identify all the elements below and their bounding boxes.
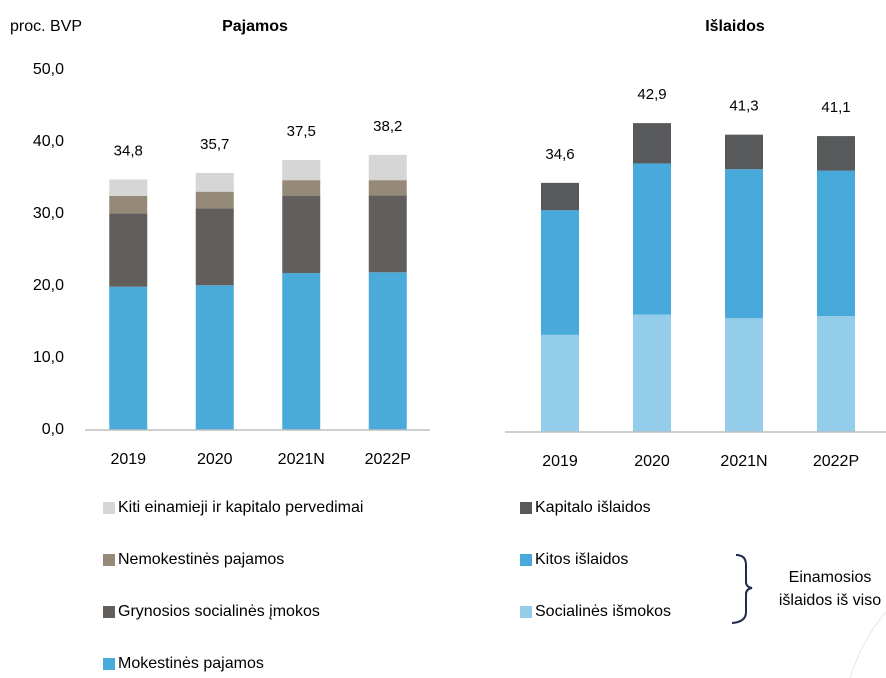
bar-segment: [282, 273, 321, 430]
x-tick-label: 2019: [110, 451, 146, 468]
x-tick-label: 2022P: [813, 453, 859, 470]
y-tick-label: 50,0: [33, 61, 64, 78]
bar-segment: [368, 154, 407, 181]
annotation: Einamosios: [789, 569, 872, 586]
x-tick-label: 2020: [197, 451, 233, 468]
total-label: 41,3: [729, 98, 758, 115]
legend-swatch: [103, 502, 115, 514]
brace: [731, 554, 753, 624]
bar-segment: [725, 318, 763, 432]
y-tick-label: 40,0: [33, 133, 64, 150]
legend-label: Grynosios socialinės įmokos: [118, 603, 320, 620]
bar-segment: [633, 123, 671, 164]
legend-label: Kitos išlaidos: [535, 551, 628, 568]
total-label: 34,8: [114, 142, 143, 159]
bar-segment: [817, 170, 855, 317]
x-tick-label: 2019: [542, 453, 578, 470]
y-tick-label: 0,0: [42, 421, 64, 438]
bar-segment: [195, 172, 234, 192]
bar-segment: [368, 180, 407, 196]
bar-segment: [541, 210, 579, 335]
legend-swatch: [520, 606, 532, 618]
total-label: 41,1: [821, 99, 850, 116]
legend-swatch: [103, 606, 115, 618]
bar-segment: [282, 180, 321, 196]
legend-swatch: [520, 502, 532, 514]
total-label: 42,9: [637, 86, 666, 103]
x-tick-label: 2021N: [720, 453, 767, 470]
legend-label: Mokestinės pajamos: [118, 655, 264, 672]
bar-segment: [195, 208, 234, 286]
bar-segment: [282, 196, 321, 274]
bar-segment: [633, 314, 671, 432]
bar-segment: [282, 160, 321, 181]
bar-segment: [817, 136, 855, 171]
x-tick-label: 2022P: [365, 451, 411, 468]
y-tick-label: 30,0: [33, 205, 64, 222]
bar-segment: [368, 272, 407, 430]
legend-label: Kiti einamieji ir kapitalo pervedimai: [118, 499, 363, 516]
bar-segment: [368, 195, 407, 273]
legend-swatch: [103, 554, 115, 566]
y-axis-label: proc. BVP: [10, 18, 82, 35]
bar-segment: [541, 182, 579, 211]
bar-segment: [725, 134, 763, 170]
total-label: 38,2: [373, 118, 402, 135]
y-tick-label: 20,0: [33, 277, 64, 294]
annotation: išlaidos iš viso: [779, 592, 881, 609]
bar-segment: [109, 286, 148, 430]
chart-title: Pajamos: [222, 18, 288, 35]
y-tick-label: 10,0: [33, 349, 64, 366]
total-label: 34,6: [545, 146, 574, 163]
x-tick-label: 2020: [634, 453, 670, 470]
bar-segment: [109, 196, 148, 214]
legend-label: Socialinės išmokos: [535, 603, 671, 620]
chart-title: Išlaidos: [705, 18, 765, 35]
bar-segment: [109, 213, 148, 287]
x-tick-label: 2021N: [278, 451, 325, 468]
total-label: 35,7: [200, 136, 229, 153]
bar-segment: [817, 316, 855, 432]
legend-label: Kapitalo išlaidos: [535, 499, 651, 516]
decoration: [849, 611, 886, 678]
bar-segment: [195, 285, 234, 430]
bar-segment: [633, 163, 671, 315]
bar-segment: [541, 334, 579, 432]
legend-label: Nemokestinės pajamos: [118, 551, 284, 568]
bar-segment: [725, 169, 763, 319]
legend-swatch: [103, 658, 115, 670]
legend-swatch: [520, 554, 532, 566]
total-label: 37,5: [287, 123, 316, 140]
bar-segment: [109, 179, 148, 196]
bar-segment: [195, 191, 234, 209]
